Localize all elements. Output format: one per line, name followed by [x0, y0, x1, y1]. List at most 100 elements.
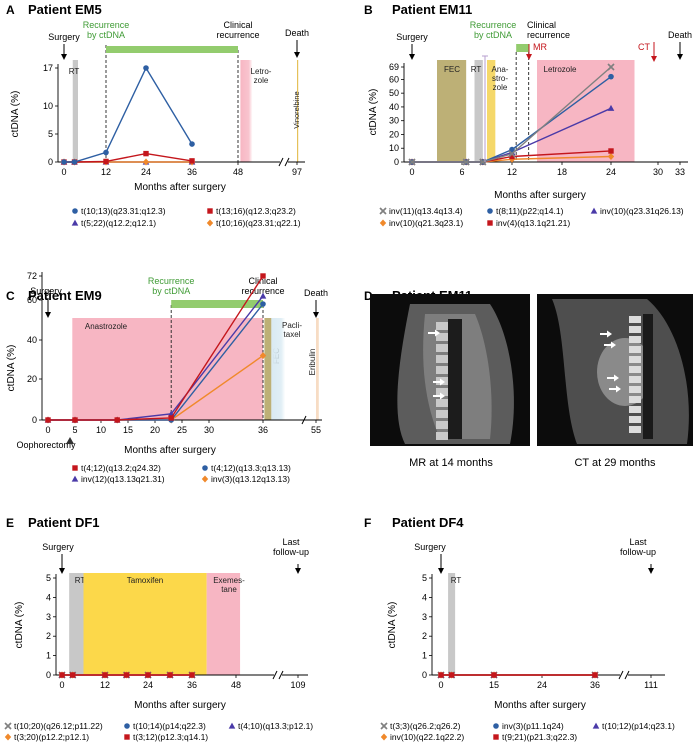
x-tick-label: 5: [72, 425, 77, 435]
data-point: [143, 150, 149, 157]
lesion-arrow-head: [440, 392, 445, 400]
treatment-label: Exemes-tane: [213, 576, 245, 594]
panel-letter: D: [364, 289, 373, 303]
legend-item: t(10;13)(q23.31;q12.3): [72, 206, 166, 216]
series-line: [64, 66, 193, 163]
x-tick-label: 0: [61, 167, 66, 177]
marker-stroke: [462, 158, 470, 166]
panel-letter: E: [6, 516, 14, 530]
y-tick-label: 20: [389, 129, 399, 139]
legend-label: t(3;20)(p12.2;p12.1): [14, 732, 89, 742]
treatment-band: Letro-zole: [240, 60, 272, 162]
event-label: CT: [638, 42, 650, 52]
panel-letter: F: [364, 516, 371, 530]
legend-item: inv(3)(q13.12q13.13): [201, 474, 290, 484]
y-tick-label: 2: [46, 631, 51, 641]
event-arrow-head: [677, 54, 683, 60]
y-tick-label: 2: [422, 631, 427, 641]
event-label: Death: [285, 28, 309, 38]
treatment-label: Pacli-taxel: [282, 321, 302, 339]
y-tick-label: 60: [389, 74, 399, 84]
data-point: [102, 672, 108, 678]
legend-item: inv(12)(q13.13q21.31): [71, 474, 165, 484]
vertebra: [436, 421, 448, 429]
panel-F: F Patient DF4 RT Surgery Last follow-up 0 1 2 3 4 5…: [364, 515, 675, 742]
data-point: [491, 672, 497, 678]
legend-label: t(10;12)(p14;q23.1): [602, 721, 675, 731]
treatment-band: RT: [69, 573, 85, 675]
legend-label: t(10;20)(q26.12;p11.22): [14, 721, 103, 731]
treatment-label: RT: [75, 576, 86, 585]
legend-label: inv(10)(q23.31q26.13): [600, 206, 684, 216]
x-tick-label: 15: [489, 680, 499, 690]
treatment-label: RT: [451, 576, 462, 585]
legend-label: t(10;16)(q23.31;q22.1): [216, 218, 301, 228]
event-label-line: by ctDNA: [87, 30, 125, 40]
data-point: [189, 141, 195, 147]
data-point: [142, 158, 150, 166]
legend-marker: [202, 465, 208, 471]
x-tick-label: 36: [187, 167, 197, 177]
data-point: [508, 150, 516, 158]
event-label: Surgery: [30, 286, 62, 296]
data-point: [438, 672, 444, 678]
lesion-arrow-head: [435, 329, 440, 337]
x-tick-label: 12: [507, 167, 517, 177]
vertebra: [629, 316, 641, 323]
x-tick-label: 109: [290, 680, 305, 690]
marker-stroke: [607, 63, 615, 71]
treatment-band-fill: [69, 573, 84, 675]
recurrence-bar: [106, 46, 238, 53]
legend-label: inv(10)(q21.3q23.1): [389, 218, 463, 228]
data-point: [45, 417, 51, 423]
y-axis-label: ctDNA (%): [10, 91, 21, 138]
x-tick-label: 25: [177, 425, 187, 435]
recurrence-bar: [516, 44, 529, 52]
x-tick-label: 24: [537, 680, 547, 690]
event-arrow-head: [294, 52, 300, 58]
event-arrow-head: [409, 54, 415, 60]
legend-marker: [590, 207, 598, 214]
data-point: [260, 273, 266, 279]
vertebra: [629, 346, 641, 353]
legend-item: t(10;20)(q26.12;p11.22): [4, 721, 103, 731]
axis-break: [284, 157, 290, 167]
y-tick-label: 30: [389, 116, 399, 126]
legend-item: t(4;10)(q13.3;p12.1): [228, 721, 313, 731]
data-point: [260, 301, 266, 307]
event-arrow-head: [61, 54, 67, 60]
panel-title: Patient EM5: [28, 2, 102, 17]
panel-A: A Patient EM5 RT Letro-zole Vinorelbine Surge…: [6, 2, 309, 228]
ct-caption: CT at 29 months: [574, 457, 656, 469]
vertebra: [436, 432, 448, 440]
legend-item: t(9;21)(p21.3;q22.3): [493, 732, 577, 742]
treatment-label-line: Letro-: [251, 67, 272, 76]
axis-break: [618, 670, 624, 680]
treatment-band: Pacli-taxel: [271, 318, 302, 420]
data-point: [259, 352, 267, 360]
event-label: Last follow-up: [620, 537, 656, 557]
legend-label: inv(10)(q22.1q22.2): [390, 732, 464, 742]
vertebra: [436, 333, 448, 341]
event-label: Surgery: [48, 32, 80, 42]
y-tick-label: 0: [394, 157, 399, 167]
treatment-band-fill: [487, 60, 496, 162]
legend-item: t(5;22)(q12.2;q12.1): [71, 218, 156, 228]
legend-label: t(3;3)(q26.2;q26.2): [390, 721, 461, 731]
data-point: [145, 672, 151, 678]
data-point: [71, 159, 78, 165]
legend-marker: [493, 734, 499, 740]
y-tick-label: 4: [422, 592, 427, 602]
y-axis-label: ctDNA (%): [368, 89, 379, 136]
legend-label: t(4;12)(q13.2;q24.32): [81, 463, 161, 473]
legend-label: inv(4)(q13.1q21.21): [496, 218, 570, 228]
event-label-line: Clinical: [527, 20, 556, 30]
marker-stroke: [4, 722, 12, 730]
series-square: [438, 672, 598, 678]
legend-marker: [124, 723, 130, 729]
data-point: [607, 152, 615, 160]
event-label: Death: [668, 30, 692, 40]
axis-break: [278, 670, 284, 680]
data-point: [608, 148, 614, 154]
treatment-band-fill: [537, 60, 635, 162]
